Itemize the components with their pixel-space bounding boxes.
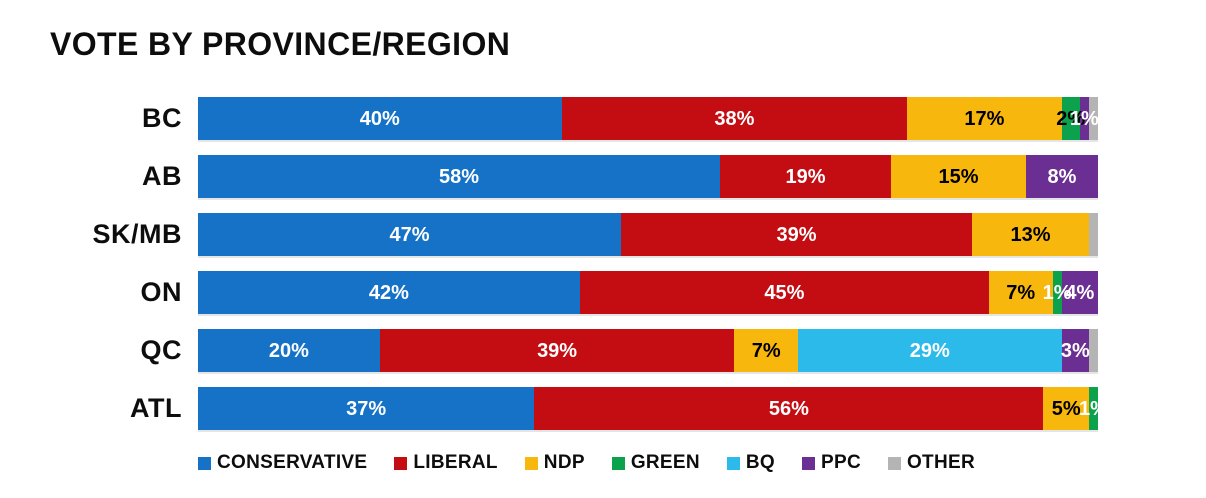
bar-segment-ppc: 4%: [1061, 271, 1098, 314]
segment-value-label: 37%: [346, 397, 387, 420]
legend-swatch-liberal: [394, 456, 408, 470]
legend-swatch-ndp: [524, 456, 538, 470]
legend-item-ndp: NDP: [524, 452, 585, 474]
segment-value-label: 29%: [909, 339, 950, 362]
bar-segment-ndp: 13%: [972, 213, 1089, 256]
bar-segment-ppc: 3%: [1060, 329, 1090, 372]
legend-item-liberal: LIBERAL: [394, 452, 497, 474]
bar-segment-ndp: 15%: [891, 155, 1026, 198]
stacked-bar: 40% 38% 17% 2% 1%: [198, 97, 1099, 140]
row-label: ON: [140, 277, 182, 307]
legend-label-conservative: CONSERVATIVE: [217, 452, 368, 473]
bar-segment-other: [1088, 329, 1098, 372]
chart-row-sk-mb: SK/MB 47% 39% 13%: [48, 213, 1098, 256]
stacked-bar-chart: BC 40% 38% 17% 2% 1% AB 58% 19% 15% 8% SK/MB 47% 39% 1…: [48, 97, 1108, 430]
bar-segment-liberal: 39%: [379, 329, 735, 372]
legend-swatch-bq: [726, 456, 740, 470]
legend-label-ppc: PPC: [821, 452, 861, 473]
bar-segment-conservative: 42%: [198, 271, 580, 314]
bar-segment-liberal: 45%: [579, 271, 989, 314]
bar-segment-ppc: 8%: [1026, 155, 1098, 198]
segment-value-label: 7%: [1006, 281, 1036, 304]
bar-segment-liberal: 56%: [534, 387, 1044, 430]
segment-value-label: 39%: [776, 223, 817, 246]
bar-segment-conservative: 40%: [198, 97, 562, 140]
segment-value-label: 17%: [964, 107, 1005, 130]
legend-item-other: OTHER: [887, 452, 975, 474]
bar-segment-ndp: 17%: [907, 97, 1062, 140]
stacked-bar: 58% 19% 15% 8%: [198, 155, 1098, 198]
legend-swatch-conservative: [198, 456, 211, 470]
row-label: QC: [140, 335, 182, 365]
chart-row-ab: AB 58% 19% 15% 8%: [48, 155, 1098, 198]
stacked-bar: 42% 45% 7% 1% 4%: [198, 271, 1098, 314]
chart-row-on: ON 42% 45% 7% 1% 4%: [48, 271, 1098, 314]
bar-segment-ndp: 7%: [734, 329, 798, 372]
bar-segment-other: [1089, 213, 1098, 256]
legend-item-green: GREEN: [611, 452, 700, 474]
row-label: BC: [142, 103, 182, 133]
row-label: SK/MB: [92, 219, 182, 249]
segment-value-label: 8%: [1047, 165, 1077, 188]
segment-value-label: 2%: [1056, 107, 1086, 130]
legend-swatch-other: [887, 456, 901, 470]
chart-row-qc: QC 20% 39% 7% 29% 3%: [48, 329, 1098, 372]
legend-item-conservative: CONSERVATIVE: [198, 452, 367, 474]
bar-segment-conservative: 20%: [198, 329, 380, 372]
bar-segment-conservative: 47%: [198, 213, 621, 256]
segment-value-label: 3%: [1060, 339, 1090, 362]
bar-segment-liberal: 39%: [621, 213, 972, 256]
bar-segment-green: 1%: [1043, 271, 1072, 314]
segment-value-label: 42%: [368, 281, 409, 304]
bar-segment-ppc: 1%: [1070, 97, 1099, 140]
row-label: AB: [142, 161, 182, 191]
segment-value-label: 20%: [268, 339, 309, 362]
bar-segment-ndp: 5%: [1043, 387, 1089, 430]
bar-segment-green: 2%: [1056, 97, 1085, 140]
segment-value-label: 47%: [389, 223, 430, 246]
bar-segment-liberal: 19%: [720, 155, 891, 198]
stacked-bar: 20% 39% 7% 29% 3%: [198, 329, 1098, 372]
bar-segment-green: 1%: [1079, 387, 1108, 430]
legend-item-ppc: PPC: [802, 452, 861, 474]
legend-swatch-green: [611, 456, 625, 470]
segment-value-label: 38%: [714, 107, 755, 130]
legend: CONSERVATIVE LIBERAL NDP GREEN BQ PPC OTHER: [198, 452, 1098, 474]
segment-value-label: 1%: [1079, 397, 1108, 420]
bar-segment-conservative: 58%: [198, 155, 720, 198]
segment-value-label: 45%: [764, 281, 805, 304]
legend-label-liberal: LIBERAL: [413, 452, 498, 473]
bar-segment-conservative: 37%: [198, 387, 535, 430]
segment-value-label: 4%: [1065, 281, 1095, 304]
segment-value-label: 40%: [359, 107, 400, 130]
segment-value-label: 39%: [537, 339, 578, 362]
stacked-bar: 47% 39% 13%: [198, 213, 1098, 256]
bar-segment-ndp: 7%: [988, 271, 1053, 314]
chart-row-atl: ATL 37% 56% 5% 1%: [48, 387, 1108, 430]
chart-row-bc: BC 40% 38% 17% 2% 1%: [48, 97, 1099, 140]
bar-segment-bq: 29%: [798, 329, 1062, 372]
legend-label-bq: BQ: [745, 452, 775, 473]
bar-segment-liberal: 38%: [561, 97, 908, 140]
stacked-bar: 37% 56% 5% 1%: [198, 387, 1108, 430]
row-label: ATL: [130, 393, 182, 423]
legend-swatch-ppc: [802, 456, 815, 470]
segment-value-label: 56%: [768, 397, 809, 420]
segment-value-label: 58%: [438, 165, 480, 188]
legend-label-green: GREEN: [630, 452, 700, 473]
bar-segment-other: [1088, 97, 1099, 140]
segment-value-label: 19%: [785, 165, 826, 188]
legend-label-other: OTHER: [906, 452, 975, 473]
legend-label-ndp: NDP: [543, 452, 585, 473]
chart-title: VOTE BY PROVINCE/REGION: [50, 26, 511, 62]
segment-value-label: 1%: [1042, 281, 1072, 304]
segment-value-label: 15%: [938, 165, 979, 188]
legend-item-bq: BQ: [726, 452, 775, 474]
segment-value-label: 1%: [1069, 107, 1099, 130]
segment-value-label: 5%: [1051, 397, 1081, 420]
segment-value-label: 13%: [1010, 223, 1051, 246]
segment-value-label: 7%: [751, 339, 781, 362]
